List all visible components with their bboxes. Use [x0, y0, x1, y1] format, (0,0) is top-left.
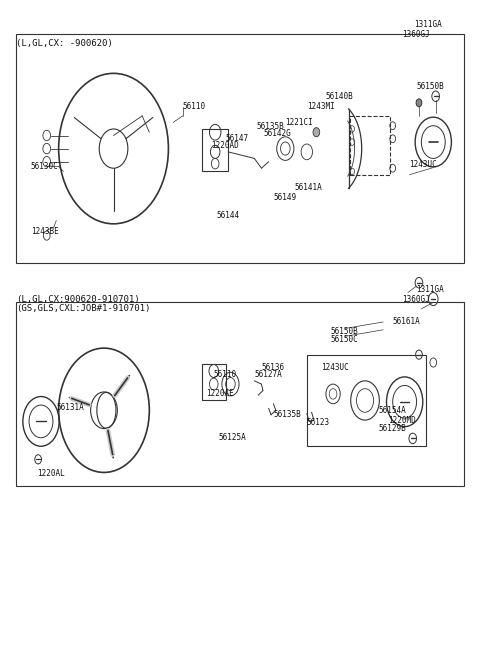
Bar: [202, 129, 228, 171]
Text: 56135B: 56135B: [257, 122, 285, 131]
Bar: [202, 365, 226, 401]
Text: 1220AD: 1220AD: [211, 141, 239, 150]
Text: 56131A: 56131A: [56, 403, 84, 411]
Text: 56140B: 56140B: [326, 92, 354, 101]
Text: 56110: 56110: [214, 370, 237, 379]
Text: 1243MI: 1243MI: [307, 102, 335, 110]
Text: 1360GJ: 1360GJ: [402, 294, 430, 304]
Bar: [16, 302, 464, 486]
Text: 56154A: 56154A: [378, 406, 406, 415]
Text: 56147: 56147: [226, 134, 249, 143]
Text: 1220AL: 1220AL: [37, 469, 65, 478]
Text: (GS,GLS,CXL:JOB#1-910701): (GS,GLS,CXL:JOB#1-910701): [16, 304, 150, 313]
Text: 56142G: 56142G: [264, 129, 292, 138]
Text: 56149: 56149: [274, 193, 297, 202]
Text: 1221CI: 1221CI: [285, 118, 313, 127]
Text: 1220MD: 1220MD: [388, 416, 416, 424]
Text: 56135B: 56135B: [274, 411, 301, 419]
Text: 56150B: 56150B: [417, 82, 444, 91]
Text: 56141A: 56141A: [295, 183, 323, 193]
Circle shape: [416, 99, 422, 106]
Text: 56127A: 56127A: [254, 370, 282, 379]
Text: 56150B: 56150B: [331, 327, 359, 336]
Text: 56125A: 56125A: [218, 433, 246, 442]
Text: (L,GL,CX:900620-910701): (L,GL,CX:900620-910701): [16, 294, 139, 304]
Text: 56136: 56136: [262, 363, 285, 373]
Text: 1220AE: 1220AE: [206, 390, 234, 398]
Bar: [307, 355, 426, 446]
Text: 56150C: 56150C: [331, 335, 359, 344]
Bar: [16, 34, 464, 263]
Text: 56123: 56123: [307, 418, 330, 426]
Text: (L,GL,CX: -900620): (L,GL,CX: -900620): [16, 39, 112, 49]
Text: 56144: 56144: [216, 212, 239, 221]
Text: 1311GA: 1311GA: [414, 20, 442, 29]
Text: 1311GA: 1311GA: [417, 284, 444, 294]
Text: 56161A: 56161A: [393, 317, 420, 327]
Bar: [350, 116, 390, 175]
Text: 1243UC: 1243UC: [321, 363, 349, 373]
Text: 1243BE: 1243BE: [31, 227, 59, 236]
Text: 1243UC: 1243UC: [409, 160, 437, 170]
Text: 1360GJ: 1360GJ: [402, 30, 430, 39]
Text: 56110: 56110: [183, 102, 206, 110]
Circle shape: [313, 127, 320, 137]
Text: 56130C: 56130C: [31, 162, 59, 171]
Text: 56129B: 56129B: [378, 424, 406, 433]
